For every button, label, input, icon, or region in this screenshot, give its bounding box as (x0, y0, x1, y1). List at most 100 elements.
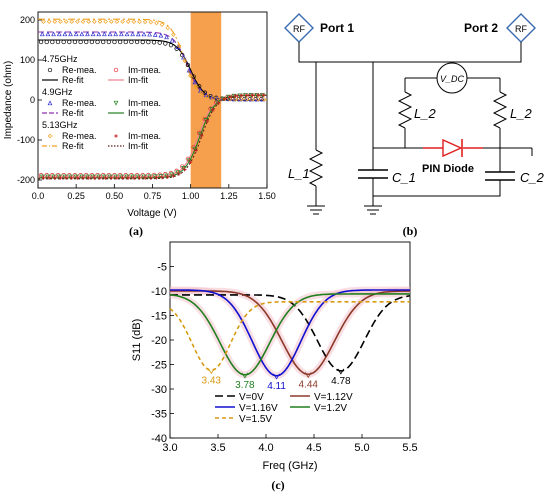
s11-axes: 3.0 3.5 4.0 4.5 5.0 5.5 -5 -10 -15 -20 -25 -30 -35 -4… (151, 262, 418, 455)
impedance-point (214, 100, 219, 105)
impedance-point (52, 19, 58, 24)
impedance-point (188, 73, 193, 79)
legend-item-label: Re-mea. (62, 131, 97, 141)
s11-min-marker (241, 372, 249, 379)
s11-legend-label: V=1.5V (239, 414, 272, 425)
impedance-point (164, 34, 169, 40)
s11-ytick-label: -15 (151, 311, 167, 323)
impedance-xtick-label: 1.00 (182, 191, 200, 201)
impedance-point (101, 39, 106, 45)
pin-diode-icon (423, 138, 483, 158)
port2-rf-symbol: RF (506, 13, 536, 43)
s11-xtick-label: 5.0 (354, 442, 369, 454)
s11-plot-frame (169, 241, 411, 439)
impedance-point (176, 43, 182, 49)
impedance-point (106, 39, 111, 45)
legend-item-label: Im-fit (128, 141, 148, 151)
impedance-point (199, 90, 204, 96)
capacitor-c2 (485, 171, 515, 181)
c1-label: C_1 (392, 170, 416, 185)
impedance-point (38, 39, 44, 45)
l2-left-label: L_2 (414, 106, 436, 121)
impedance-point (80, 19, 86, 24)
impedance-point (146, 39, 151, 45)
impedance-point (58, 176, 63, 180)
impedance-point (149, 176, 153, 180)
impedance-point (118, 31, 124, 37)
impedance-point (115, 176, 119, 180)
impedance-xtick-label: 0.0 (32, 191, 45, 201)
impedance-point (75, 176, 80, 180)
impedance-point (50, 39, 55, 45)
impedance-point (112, 39, 117, 45)
impedance-point (194, 148, 198, 153)
s11-min-marker (273, 373, 280, 380)
impedance-axes: 0.0 0.25 0.50 0.75 1.00 1.25 1.50 200 100 0 -100 -2… (17, 15, 276, 201)
impedance-point (188, 160, 193, 164)
impedance-point (129, 39, 134, 45)
impedance-point (250, 93, 255, 98)
impedance-point (69, 19, 75, 24)
impedance-xtick-label: 1.50 (258, 191, 276, 201)
s11-xtick-label: 3.0 (162, 442, 177, 454)
s11-ytick-label: -10 (151, 286, 167, 298)
impedance-point (152, 32, 158, 37)
impedance-point (228, 95, 232, 99)
impedance-point (210, 95, 216, 101)
impedance-point (142, 19, 148, 25)
impedance-ytick-label: 100 (20, 55, 35, 65)
impedance-point (120, 19, 125, 24)
impedance-markers (38, 19, 267, 180)
legend-freq-label: 5.13GHz (42, 120, 78, 130)
impedance-point (124, 31, 130, 37)
impedance-point (168, 43, 174, 48)
l2-right-label: L_2 (510, 106, 532, 121)
impedance-point (141, 31, 147, 37)
s11-ytick-label: -5 (157, 262, 167, 274)
s11-min-label: 4.78 (331, 376, 351, 387)
impedance-point (182, 58, 188, 64)
impedance-point (41, 176, 46, 180)
impedance-point (114, 19, 120, 24)
impedance-point (117, 39, 123, 45)
impedance-point (143, 176, 147, 180)
impedance-point (120, 176, 125, 180)
legend-freq-label: 4.75GHz (42, 54, 78, 64)
impedance-point (134, 39, 140, 45)
impedance-point (186, 67, 192, 73)
impedance-point (180, 52, 185, 58)
impedance-point (137, 19, 142, 25)
legend-marker-swatch (114, 134, 118, 138)
impedance-point (47, 176, 51, 180)
impedance-point (135, 31, 141, 37)
impedance-point (64, 176, 68, 180)
s11-series-line (169, 301, 410, 372)
impedance-point (92, 19, 97, 24)
impedance-xtick-label: 0.25 (67, 191, 85, 201)
impedance-ytick-label: 200 (20, 15, 35, 25)
s11-series-line (170, 289, 410, 377)
s11-min-label: 4.44 (299, 379, 319, 390)
impedance-point (56, 31, 62, 37)
legend-item-label: Re-mea. (62, 98, 97, 108)
s11-series-line (169, 293, 410, 376)
impedance-point (215, 95, 220, 101)
impedance-point (177, 171, 181, 176)
impedance-point (165, 25, 171, 31)
impedance-point (209, 94, 215, 100)
capacitor-c1 (358, 169, 388, 179)
s11-min-label: 3.78 (235, 380, 255, 391)
legend-freq-label: 4.9GHz (42, 87, 73, 97)
impedance-xtick-label: 0.50 (106, 191, 124, 201)
legend-item-label: Im-fit (128, 75, 148, 85)
impedance-point (158, 32, 164, 38)
impedance-point (182, 167, 187, 172)
impedance-point (90, 31, 96, 37)
impedance-point (61, 39, 66, 45)
port2-label: Port 2 (464, 21, 498, 35)
impedance-point (79, 31, 85, 37)
impedance-point (89, 39, 95, 45)
legend-item-label: Im-mea. (128, 98, 161, 108)
impedance-point (68, 31, 73, 37)
legend-marker-swatch (47, 100, 53, 106)
